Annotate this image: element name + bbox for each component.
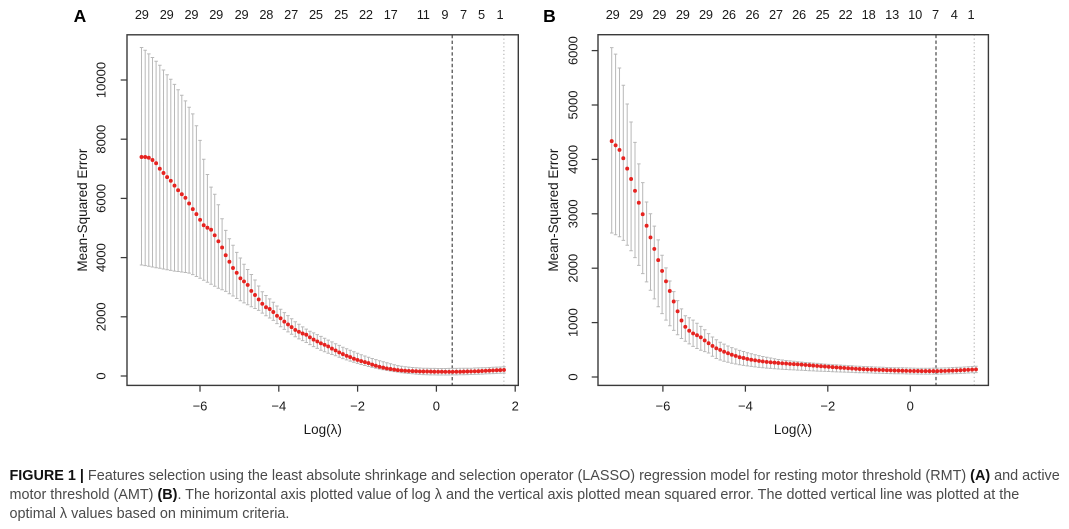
svg-text:−2: −2 <box>820 399 835 414</box>
svg-text:Mean-Squared Error: Mean-Squared Error <box>75 148 90 272</box>
svg-text:26: 26 <box>745 7 759 22</box>
svg-text:27: 27 <box>284 7 298 22</box>
svg-text:Mean-Squared Error: Mean-Squared Error <box>546 148 561 272</box>
svg-text:1000: 1000 <box>565 308 580 337</box>
svg-text:B: B <box>543 6 556 26</box>
svg-text:22: 22 <box>839 7 853 22</box>
svg-text:A: A <box>74 6 87 26</box>
svg-text:29: 29 <box>676 7 690 22</box>
svg-text:0: 0 <box>565 373 580 380</box>
svg-text:26: 26 <box>792 7 806 22</box>
svg-text:29: 29 <box>184 7 198 22</box>
svg-text:29: 29 <box>606 7 620 22</box>
svg-text:5: 5 <box>478 7 485 22</box>
svg-text:18: 18 <box>862 7 876 22</box>
svg-text:29: 29 <box>652 7 666 22</box>
svg-text:−6: −6 <box>655 399 670 414</box>
svg-text:3000: 3000 <box>565 199 580 228</box>
svg-text:Log(λ): Log(λ) <box>774 422 812 437</box>
svg-text:22: 22 <box>359 7 373 22</box>
svg-text:29: 29 <box>629 7 643 22</box>
svg-text:10000: 10000 <box>94 62 109 98</box>
svg-text:26: 26 <box>722 7 736 22</box>
svg-text:10: 10 <box>908 7 922 22</box>
svg-text:1: 1 <box>968 7 975 22</box>
svg-text:27: 27 <box>769 7 783 22</box>
svg-text:−4: −4 <box>271 399 286 414</box>
svg-text:29: 29 <box>135 7 149 22</box>
svg-text:29: 29 <box>699 7 713 22</box>
svg-text:11: 11 <box>417 7 430 22</box>
svg-text:0: 0 <box>433 399 440 414</box>
svg-text:8000: 8000 <box>94 125 109 154</box>
svg-text:29: 29 <box>235 7 249 22</box>
svg-text:5000: 5000 <box>565 91 580 120</box>
svg-text:6000: 6000 <box>94 184 109 213</box>
svg-text:28: 28 <box>259 7 273 22</box>
svg-text:1: 1 <box>497 7 504 22</box>
svg-text:29: 29 <box>160 7 174 22</box>
svg-text:2: 2 <box>512 399 519 414</box>
svg-text:Log(λ): Log(λ) <box>304 422 342 437</box>
svg-text:7: 7 <box>932 7 939 22</box>
svg-text:2000: 2000 <box>565 254 580 283</box>
svg-text:13: 13 <box>885 7 899 22</box>
svg-text:0: 0 <box>94 372 109 379</box>
svg-text:0: 0 <box>907 399 914 414</box>
svg-text:29: 29 <box>209 7 223 22</box>
svg-text:4: 4 <box>951 7 958 22</box>
svg-text:4000: 4000 <box>94 243 109 272</box>
svg-text:6000: 6000 <box>565 36 580 65</box>
svg-text:−4: −4 <box>738 399 753 414</box>
svg-text:25: 25 <box>334 7 348 22</box>
svg-text:9: 9 <box>441 7 448 22</box>
svg-text:−2: −2 <box>350 399 365 414</box>
svg-text:2000: 2000 <box>94 302 109 331</box>
svg-text:−6: −6 <box>193 399 208 414</box>
svg-text:17: 17 <box>384 7 398 22</box>
svg-text:7: 7 <box>460 7 467 22</box>
svg-text:25: 25 <box>816 7 830 22</box>
svg-text:25: 25 <box>309 7 323 22</box>
svg-text:4000: 4000 <box>565 145 580 174</box>
